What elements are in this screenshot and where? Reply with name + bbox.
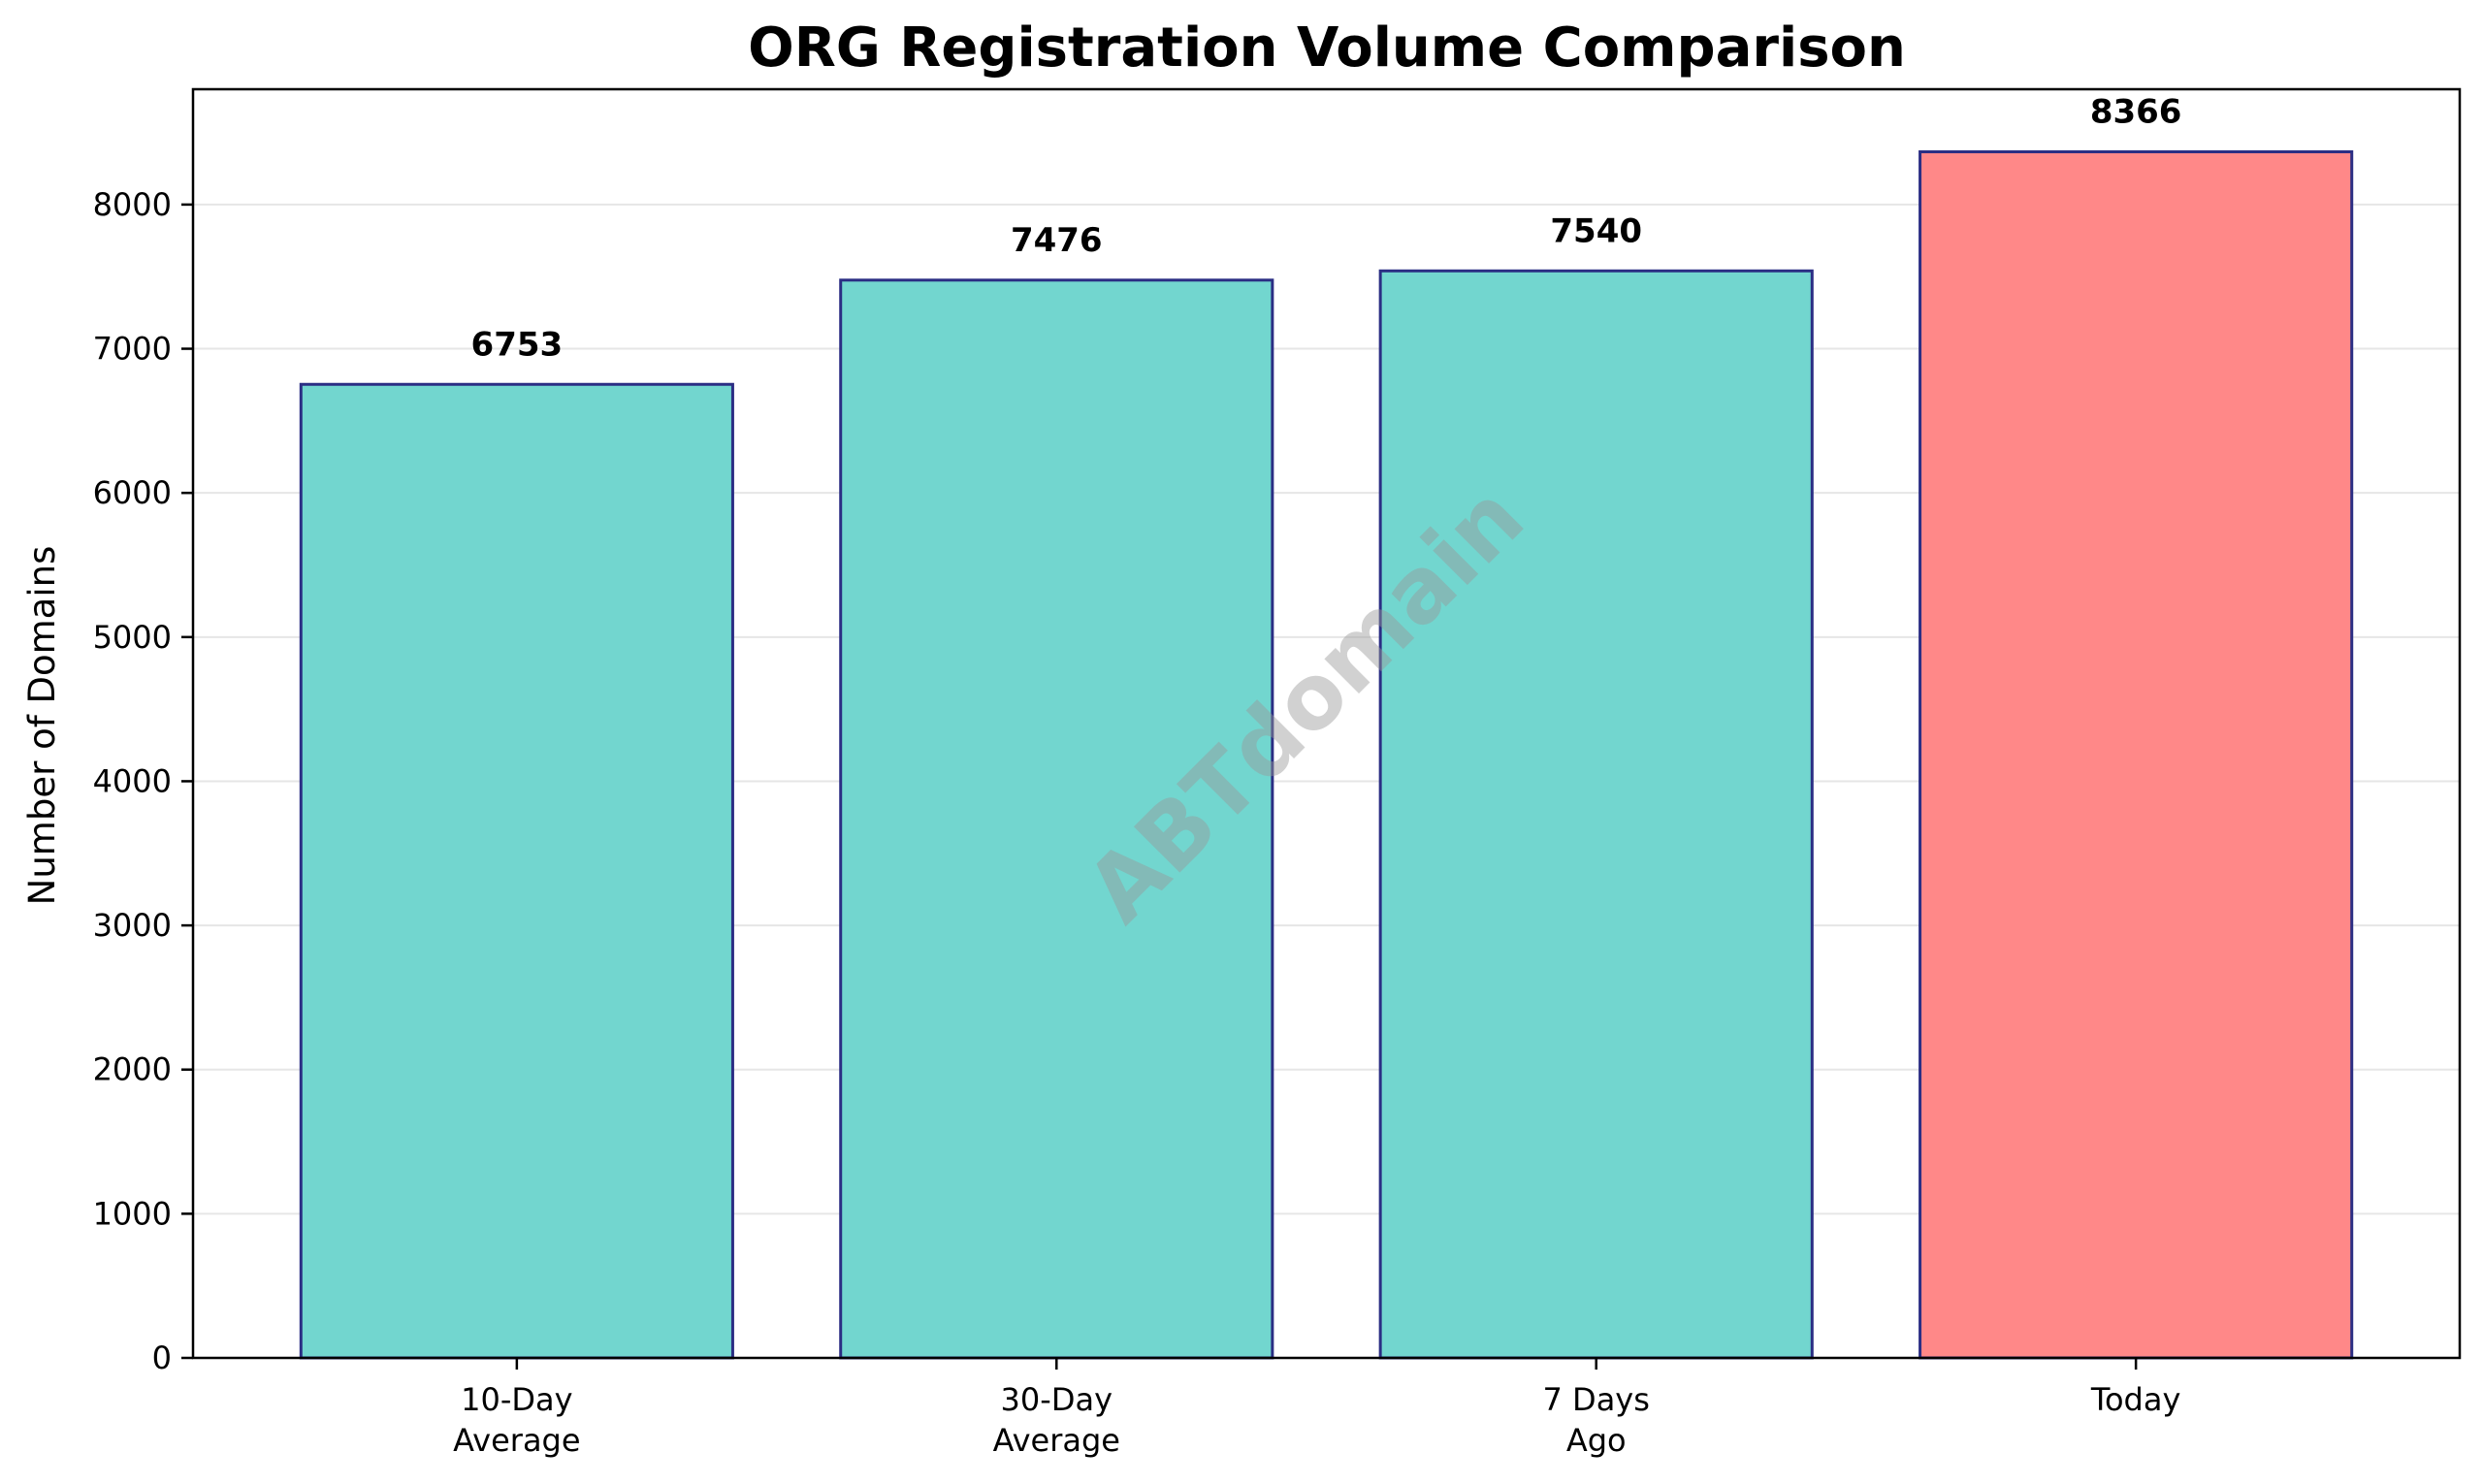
bar [839, 278, 1274, 1360]
bar [299, 382, 734, 1360]
value-label: 6753 [471, 325, 564, 364]
y-tick-label: 8000 [93, 186, 172, 223]
value-labels: 6753 7476 7540 8366 [471, 93, 2182, 365]
x-tick-label: 10-Day Average [453, 1381, 580, 1459]
value-label: 7540 [1550, 211, 1642, 250]
x-ticks: 10-Day Average 30-Day Average 7 Days Ago Today [453, 1358, 2180, 1459]
chart-title: ORG Registration Volume Comparison [748, 16, 1906, 80]
y-ticks: 0 1000 2000 3000 4000 5000 6000 7000 8000 [93, 186, 193, 1376]
bar [1919, 150, 2354, 1360]
y-tick-label: 4000 [93, 762, 172, 799]
y-tick-label: 7000 [93, 331, 172, 368]
y-tick-label: 0 [152, 1339, 172, 1376]
y-tick-label: 3000 [93, 907, 172, 944]
y-tick-label: 2000 [93, 1051, 172, 1088]
x-tick-label: Today [2090, 1381, 2181, 1418]
x-tick-label: 30-Day Average [993, 1381, 1120, 1459]
bars [299, 150, 2354, 1360]
value-label: 7476 [1011, 221, 1103, 260]
axes-frame [191, 87, 2462, 1360]
x-tick-label: 7 Days Ago [1543, 1381, 1650, 1459]
y-tick-label: 5000 [93, 619, 172, 656]
value-label: 8366 [2090, 93, 2182, 132]
y-tick-label: 6000 [93, 474, 172, 511]
y-axis-label: Number of Domains [21, 546, 63, 906]
axes [191, 87, 2462, 1360]
bar [1378, 269, 1814, 1360]
y-tick-label: 1000 [93, 1195, 172, 1232]
